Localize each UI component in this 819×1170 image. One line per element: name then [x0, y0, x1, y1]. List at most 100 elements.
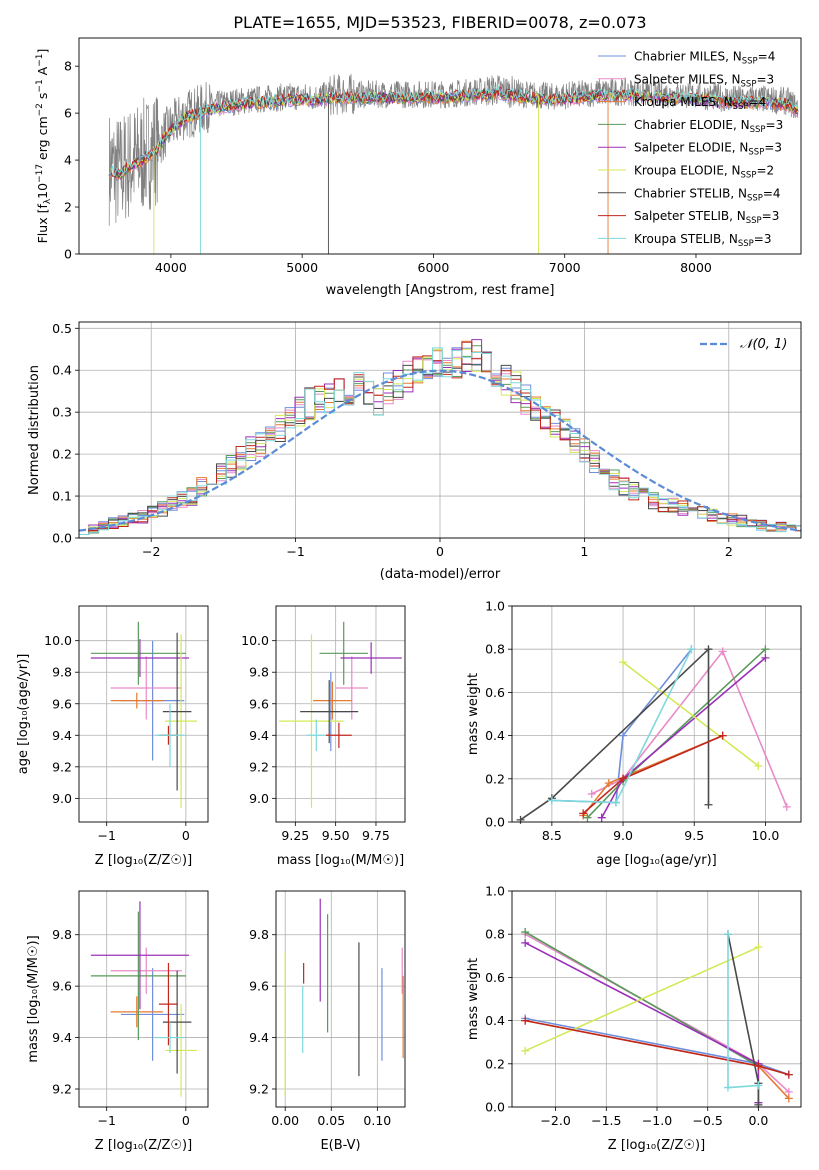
- legend-label: Kroupa MILES, NSSP=4: [634, 95, 766, 112]
- weight-line: [727, 934, 760, 1105]
- x-tick-label: −1: [97, 1113, 115, 1128]
- gaussian-curve: [79, 369, 801, 532]
- weight-marker: [754, 1100, 763, 1109]
- x-tick-label: 6000: [418, 260, 450, 275]
- panel-spectrum: 4000 5000 6000 7000 8000 0 2 4 6 8 wavelength [Ang…: [35, 37, 802, 298]
- y-tick-label: 0.4: [485, 1013, 505, 1028]
- legend-label: Kroupa ELODIE, NSSP=2: [634, 164, 774, 181]
- y-tick-label: 1.0: [485, 599, 505, 614]
- x-tick-label: 0: [436, 544, 444, 559]
- weight-line: [524, 942, 760, 1103]
- y-tick-label: 9.8: [249, 665, 269, 680]
- histogram-step: [79, 347, 801, 535]
- weight-marker: [754, 761, 763, 770]
- x-tick-label: 1: [580, 544, 588, 559]
- x-axis-label: (data-model)/error: [380, 567, 501, 582]
- x-tick-label: 9.5: [684, 828, 704, 843]
- axes-frame: [78, 321, 802, 539]
- weight-marker: [704, 800, 713, 809]
- legend-label: Salpeter MILES, NSSP=3: [634, 72, 774, 89]
- weight-marker: [784, 1094, 793, 1103]
- y-tick-label: 0.4: [485, 728, 505, 743]
- y-tick-label: 9.0: [249, 791, 269, 806]
- weight-marker: [521, 1046, 530, 1055]
- weight-marker: [723, 1083, 732, 1092]
- x-tick-label: 0.05: [317, 1113, 345, 1128]
- x-tick-label: 10.0: [751, 828, 779, 843]
- y-tick-label: 10.0: [44, 633, 72, 648]
- panel-mass_vs_Z: −1 0 9.2 9.4 9.6 9.8 Z [log₁₀(Z/Z☉)] mass [log₁…: [26, 890, 209, 1153]
- y-tick-label: 1.0: [485, 884, 505, 899]
- y-tick-label: 2: [64, 200, 72, 215]
- panel-age_vs_Z: −1 0 9.0 9.2 9.4 9.6 9.8 10.0 Z [log₁₀(Z/Z☉)] age…: [16, 605, 209, 868]
- y-tick-label: 0.4: [52, 363, 72, 378]
- x-axis-label: age [log₁₀(age/yr)]: [596, 853, 717, 868]
- panel-age_vs_mass: 9.25 9.50 9.75 9.0 9.2 9.4 9.6 9.8 10.0 mass [log…: [241, 605, 406, 868]
- x-tick-label: 8000: [680, 260, 712, 275]
- weight-marker: [704, 645, 713, 654]
- weight-marker: [597, 813, 606, 822]
- y-tick-label: 0.6: [485, 970, 505, 985]
- x-tick-label: 0.00: [271, 1113, 299, 1128]
- x-axis-label: Z [log₁₀(Z/Z☉)]: [95, 853, 192, 868]
- y-tick-label: 9.8: [52, 665, 72, 680]
- x-tick-label: −1: [97, 828, 115, 843]
- y-tick-label: 9.2: [52, 1082, 72, 1097]
- y-tick-label: 0.0: [52, 531, 72, 546]
- weight-marker: [619, 774, 628, 783]
- y-axis-label: age [log₁₀(age/yr)]: [16, 654, 31, 775]
- weight-marker: [754, 943, 763, 952]
- y-tick-label: 0.1: [52, 489, 72, 504]
- weight-marker: [782, 802, 791, 811]
- axes-frame: [78, 890, 209, 1108]
- x-tick-label: −2.0: [540, 1113, 570, 1128]
- x-tick-label: −1.5: [591, 1113, 621, 1128]
- x-tick-label: 0.0: [748, 1113, 768, 1128]
- weight-marker: [587, 789, 596, 798]
- weight-marker: [687, 645, 696, 654]
- y-tick-label: 0.3: [52, 405, 72, 420]
- x-tick-label: −1: [286, 544, 304, 559]
- weight-marker: [521, 1016, 530, 1025]
- weight-marker: [754, 1081, 763, 1090]
- axes-frame: [275, 605, 406, 823]
- x-tick-label: 9.75: [362, 828, 390, 843]
- y-tick-label: 9.4: [52, 728, 72, 743]
- weight-marker: [761, 645, 770, 654]
- legend-label: Salpeter ELODIE, NSSP=3: [634, 141, 782, 158]
- legend-label: 𝒩(0, 1): [740, 337, 787, 352]
- x-tick-label: 9.50: [322, 828, 350, 843]
- y-tick-label: 0.0: [485, 1100, 505, 1115]
- weight-marker: [521, 928, 530, 937]
- legend-label: Chabrier ELODIE, NSSP=3: [634, 118, 783, 135]
- weight-marker: [619, 731, 628, 740]
- y-tick-label: 0.2: [52, 447, 72, 462]
- y-tick-label: 0.8: [485, 642, 505, 657]
- y-tick-label: 9.6: [249, 696, 269, 711]
- x-tick-label: −2: [142, 544, 160, 559]
- x-tick-label: 8.5: [542, 828, 562, 843]
- legend-label: Chabrier MILES, NSSP=4: [634, 50, 775, 67]
- x-tick-label: −0.5: [693, 1113, 723, 1128]
- y-tick-label: 9.2: [52, 759, 72, 774]
- y-tick-label: 0: [64, 247, 72, 262]
- weight-marker: [784, 1070, 793, 1079]
- y-tick-label: 9.4: [249, 1030, 269, 1045]
- weight-line: [520, 647, 710, 821]
- panel-weight_vs_age: 8.5 9.0 9.5 10.0 0.0 0.2 0.4 0.6 0.8 1.0 age [log₁…: [466, 599, 802, 868]
- y-tick-label: 9.8: [249, 927, 269, 942]
- x-axis-label: Z [log₁₀(Z/Z☉)]: [608, 1138, 705, 1153]
- axes-frame: [275, 890, 406, 1108]
- x-tick-label: 4000: [155, 260, 187, 275]
- weight-marker: [761, 653, 770, 662]
- axes-frame: [511, 605, 802, 823]
- spectrum-model-line: [108, 84, 799, 178]
- legend-label: Kroupa STELIB, NSSP=3: [634, 232, 772, 249]
- y-tick-label: 0.5: [52, 321, 72, 336]
- weight-marker: [754, 1061, 763, 1070]
- y-tick-label: 0.6: [485, 685, 505, 700]
- legend-label: Chabrier STELIB, NSSP=4: [634, 186, 781, 203]
- panel-residuals: −2 −1 0 1 2 0.0 0.1 0.2 0.3 0.4 0.5 (data-model)/er…: [27, 321, 802, 582]
- figure-title: PLATE=1655, MJD=53523, FIBERID=0078, z=0…: [233, 13, 646, 32]
